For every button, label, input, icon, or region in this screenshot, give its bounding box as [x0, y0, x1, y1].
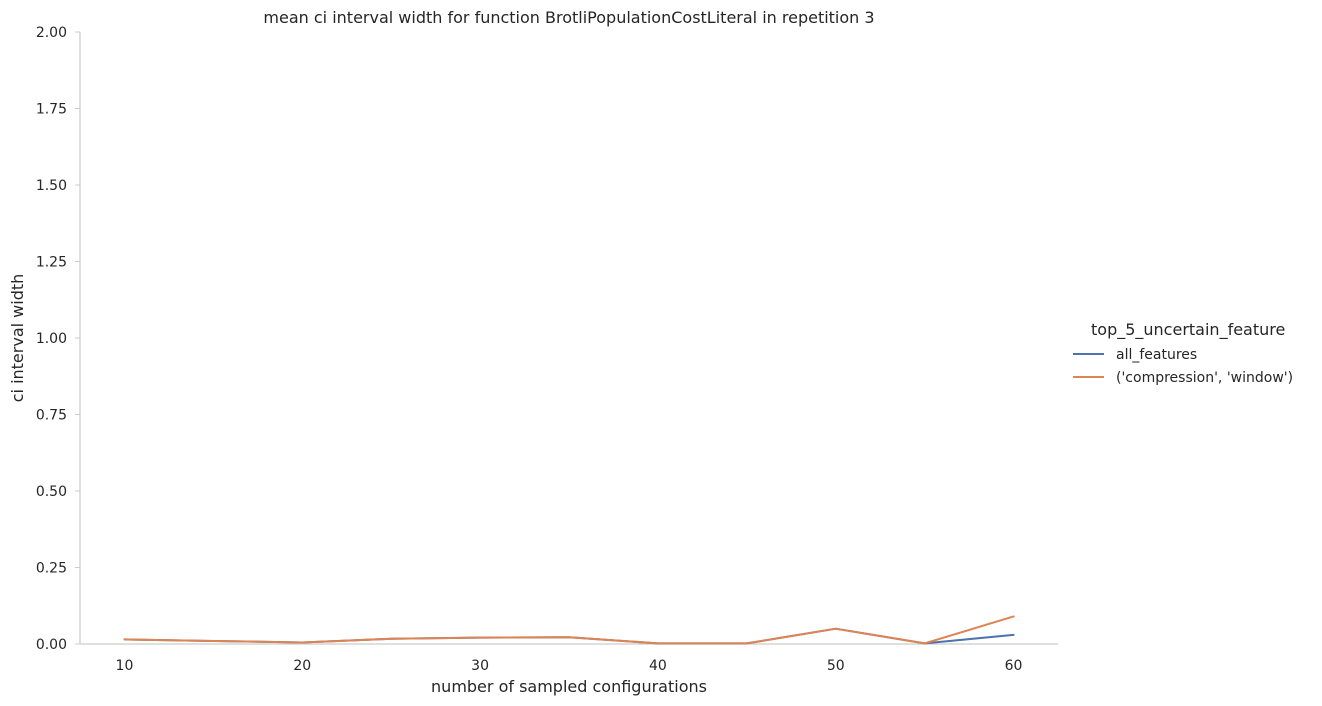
- y-tick-label: 1.75: [36, 102, 67, 118]
- x-tick-label: 20: [293, 658, 311, 674]
- legend-label: ('compression', 'window'): [1116, 370, 1293, 386]
- legend-title: top_5_uncertain_feature: [1091, 320, 1285, 340]
- y-tick-label: 1.50: [36, 178, 67, 194]
- x-axis-ticks: 10 20 30 40 50 60: [116, 658, 1023, 674]
- y-tick-label: 0.25: [36, 561, 67, 577]
- legend-items: all_features ('compression', 'window'): [1073, 347, 1293, 386]
- y-axis-label: ci interval width: [8, 274, 27, 403]
- x-tick-label: 60: [1005, 658, 1023, 674]
- x-tick-label: 30: [471, 658, 489, 674]
- x-tick-label: 10: [116, 658, 134, 674]
- x-tick-label: 50: [827, 658, 845, 674]
- legend-label: all_features: [1116, 347, 1197, 363]
- y-tick-label: 0.00: [36, 637, 67, 653]
- x-tick-label: 40: [649, 658, 667, 674]
- series-layer: [123, 615, 1015, 645]
- y-tick-label: 2.00: [36, 25, 67, 41]
- chart-title: mean ci interval width for function Brot…: [263, 8, 874, 27]
- y-tick-label: 1.25: [36, 255, 67, 271]
- y-axis-ticks: 0.00 0.25 0.50 0.75 1.00 1.25 1.50 1.75 2.00: [36, 25, 80, 653]
- series-line-2: [123, 615, 1015, 645]
- y-tick-label: 1.00: [36, 331, 67, 347]
- y-tick-label: 0.50: [36, 484, 67, 500]
- x-axis-label: number of sampled configurations: [431, 677, 707, 696]
- y-tick-label: 0.75: [36, 408, 67, 424]
- legend: top_5_uncertain_feature all_features ('co…: [1073, 320, 1293, 386]
